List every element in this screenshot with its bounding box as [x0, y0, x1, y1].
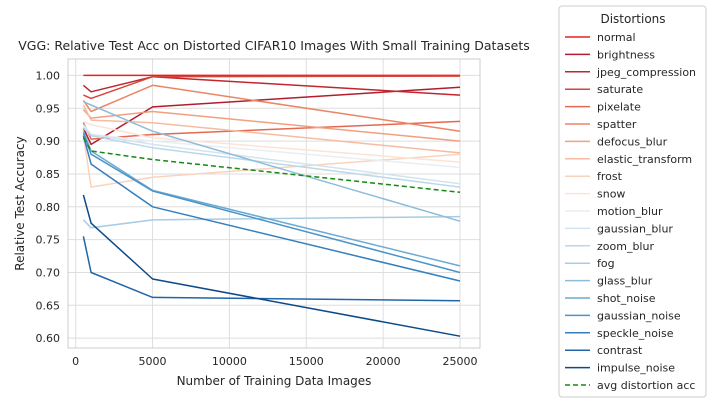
legend-label: normal	[597, 31, 636, 44]
legend-label: gaussian_blur	[597, 222, 673, 235]
legend: Distortions normal brightness jpeg_compres…	[558, 5, 707, 398]
y-tick-labels: 0.60 0.65 0.70 0.75 0.80 0.85 0.90 0.95 1.00	[36, 69, 61, 345]
legend-label: glass_blur	[597, 275, 653, 288]
series-line-shot-noise	[82, 130, 461, 267]
x-tick-label: 0	[72, 355, 79, 368]
y-tick-label: 0.85	[36, 168, 61, 181]
x-axis-label: Number of Training Data Images	[177, 374, 372, 388]
legend-label: impulse_noise	[597, 362, 675, 375]
series-line-brightness	[82, 86, 461, 146]
legend-label: brightness	[597, 48, 655, 61]
y-tick-label: 0.80	[36, 201, 61, 214]
series-line-saturate	[83, 75, 461, 100]
series-line-jpeg-compression	[82, 75, 461, 96]
series-line-pixelate	[82, 120, 461, 140]
series-line-frost	[82, 134, 461, 188]
legend-label: shot_noise	[597, 292, 656, 305]
legend-title: Distortions	[600, 12, 665, 26]
x-tick-labels: 0 5000 10000 15000 20000 25000	[72, 355, 477, 368]
legend-label: defocus_blur	[597, 135, 668, 148]
legend-items: normal brightness jpeg_compression saturate…	[565, 31, 696, 392]
legend-label: spatter	[597, 118, 637, 131]
legend-box	[558, 5, 707, 398]
series-line-spatter	[82, 84, 461, 132]
legend-label: avg distortion acc	[597, 379, 695, 392]
legend-label: contrast	[597, 344, 643, 357]
series-line-speckle-noise	[82, 135, 461, 282]
y-tick-label: 0.90	[36, 135, 61, 148]
y-tick-label: 0.65	[36, 299, 61, 312]
chart-title: VGG: Relative Test Acc on Distorted CIFA…	[18, 38, 529, 53]
y-tick-label: 0.70	[36, 266, 61, 279]
x-tick-label: 25000	[443, 355, 478, 368]
x-tick-label: 5000	[139, 355, 167, 368]
legend-label: frost	[597, 170, 623, 183]
y-tick-label: 0.75	[36, 234, 61, 247]
series-line-zoom-blur	[82, 127, 461, 188]
series-line-impulse-noise	[82, 194, 461, 337]
x-tick-label: 15000	[289, 355, 324, 368]
legend-label: saturate	[597, 83, 643, 96]
series-line-gaussian-noise	[82, 132, 461, 274]
plot-frame	[67, 58, 481, 349]
y-tick-label: 0.95	[36, 102, 61, 115]
legend-label: speckle_noise	[597, 327, 674, 340]
legend-label: elastic_transform	[597, 153, 692, 166]
y-tick-label: 0.60	[36, 332, 61, 345]
series-line-fog	[82, 215, 461, 229]
x-tick-label: 10000	[212, 355, 247, 368]
series-line-snow	[83, 120, 461, 163]
y-axis-label: Relative Test Accuracy	[13, 136, 27, 270]
legend-label: pixelate	[597, 101, 641, 114]
x-tick-label: 20000	[366, 355, 401, 368]
y-tick-label: 1.00	[36, 69, 61, 82]
legend-label: jpeg_compression	[596, 66, 696, 79]
series-line-contrast	[82, 236, 461, 302]
legend-label: snow	[597, 188, 625, 201]
legend-label: fog	[597, 257, 615, 270]
series-line-elastic-transform	[82, 104, 461, 154]
legend-label: gaussian_noise	[597, 309, 681, 322]
grid	[68, 59, 480, 348]
series-lines	[82, 74, 461, 337]
series-line-glass-blur	[83, 101, 461, 222]
series-line-gaussian-blur	[82, 124, 461, 185]
legend-label: motion_blur	[597, 205, 663, 218]
legend-label: zoom_blur	[597, 240, 654, 253]
